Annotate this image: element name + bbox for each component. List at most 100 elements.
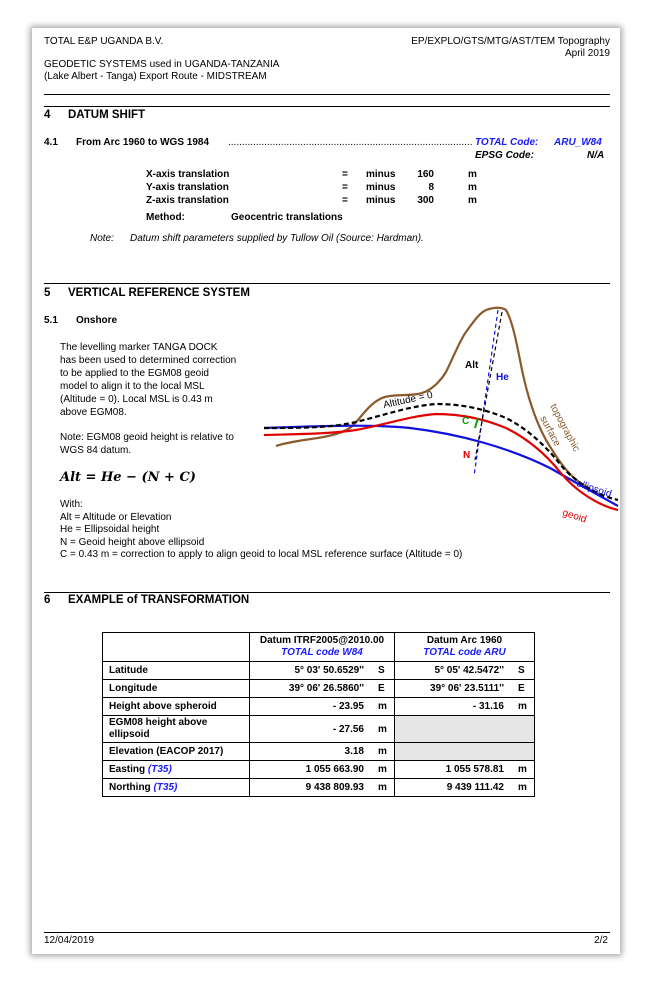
col1-cell: 3.18 m <box>249 742 395 761</box>
section4-title: DATUM SHIFT <box>68 109 146 121</box>
doc-title-line2: (Lake Albert - Tanga) Export Route - MID… <box>44 71 267 82</box>
col2-cell <box>394 742 535 761</box>
col2-unit: m <box>518 701 527 712</box>
section5-number: 5 <box>44 287 51 299</box>
footer-date: 12/04/2019 <box>44 935 95 946</box>
row-label-text: Longitude <box>109 683 158 694</box>
col1-title: Datum ITRF2005@2010.00 <box>259 635 385 646</box>
section5-title: VERTICAL REFERENCE SYSTEM <box>68 287 250 299</box>
col1-cell: 1 055 663.90 m <box>249 760 395 779</box>
section5-rule <box>44 283 610 284</box>
translation-eq: = <box>342 195 348 206</box>
section6-title: EXAMPLE of TRANSFORMATION <box>68 594 250 606</box>
col2-cell <box>394 715 535 743</box>
translation-unit: m <box>468 169 477 180</box>
translation-row-z: Z-axis translation = minus 300 m <box>146 194 500 207</box>
vertical-reference-diagram: Alt He Altitude = 0 C N topographic surf… <box>263 306 619 524</box>
alt-line <box>474 311 503 461</box>
table-row: Latitude 5° 03' 50.6529'' S 5° 05' 42.5472'… <box>102 661 535 680</box>
section4-rule <box>44 106 610 107</box>
col1-value: 39° 06' 26.5860'' <box>288 683 364 694</box>
col2-unit: m <box>518 782 527 793</box>
topographic-surface-line <box>275 306 605 498</box>
epsg-code-value: N/A <box>587 150 605 161</box>
definitions: With: Alt = Altitude or Elevation He = E… <box>60 499 462 562</box>
total-code-label: TOTAL Code: <box>475 137 539 148</box>
ellipsoid-label: ellipsoid <box>575 478 613 500</box>
row-label: EGM08 height above ellipsoid <box>102 715 250 743</box>
col1-value: 1 055 663.90 <box>305 764 364 775</box>
para-line: above EGM08. <box>60 407 127 418</box>
definition-line: Alt = Altitude or Elevation <box>60 511 172 523</box>
table-row: EGM08 height above ellipsoid - 27.56 m <box>102 715 535 743</box>
definition-line: C = 0.43 m = correction to apply to alig… <box>60 549 463 560</box>
row-label: Northing (T35) <box>102 778 250 797</box>
header-empty-cell <box>102 632 250 662</box>
col1-unit: m <box>378 723 387 735</box>
col1-unit: E <box>378 683 385 694</box>
section6-rule <box>44 592 610 593</box>
document-page: TOTAL E&P UGANDA B.V. EP/EXPLO/GTS/MTG/A… <box>32 28 620 954</box>
row-label: Easting (T35) <box>102 760 250 779</box>
translation-row-x: X-axis translation = minus 160 m <box>146 168 500 181</box>
altitude-formula: Alt = He − (N + C) <box>60 470 196 485</box>
col1-code: TOTAL code W84 <box>281 647 363 658</box>
row-label-code: (T35) <box>147 764 172 775</box>
row-label-text: Elevation (EACOP 2017) <box>109 746 224 757</box>
note-label: Note: <box>90 233 114 244</box>
row-label: Height above spheroid <box>102 697 250 716</box>
definition-line: With: <box>60 499 83 510</box>
col2-cell: 1 055 578.81 m <box>394 760 535 779</box>
col2-cell: 9 439 111.42 m <box>394 778 535 797</box>
para-line: The levelling marker TANGA DOCK <box>60 342 218 353</box>
col2-title: Datum Arc 1960 <box>426 635 503 646</box>
row-label-text: Latitude <box>109 665 148 676</box>
para-line: to be applied to the EGM08 geoid <box>60 368 209 379</box>
altitude-zero-line <box>263 402 619 502</box>
definition-line: N = Geoid height above ellipsoid <box>60 536 205 548</box>
section4-1-title: From Arc 1960 to WGS 1984 <box>76 137 210 148</box>
col1-unit: S <box>378 665 385 676</box>
section6-number: 6 <box>44 594 51 606</box>
definition-line: He = Ellipsoidal height <box>60 524 160 535</box>
section5-1-number: 5.1 <box>44 315 58 326</box>
translation-unit: m <box>468 182 477 193</box>
section4-1-number: 4.1 <box>44 137 58 148</box>
geoid-note: Note: EGM08 geoid height is relative to … <box>60 431 234 457</box>
row-label-text: EGM08 height above ellipsoid <box>109 717 208 740</box>
note-text: Datum shift parameters supplied by Tullo… <box>130 233 424 244</box>
he-line <box>473 309 499 477</box>
col1-unit: m <box>378 746 387 757</box>
col1-value: 9 438 809.93 <box>305 782 364 793</box>
col2-value: - 31.16 <box>472 701 504 712</box>
translation-value: 8 <box>428 182 434 193</box>
doc-date: April 2019 <box>564 48 610 59</box>
translation-unit: m <box>468 195 477 206</box>
table-row: Elevation (EACOP 2017) 3.18 m <box>102 742 535 761</box>
col2-cell: - 31.16 m <box>394 697 535 716</box>
alt-label: Alt <box>465 360 479 371</box>
method-value: Geocentric translations <box>231 212 343 223</box>
col1-value: - 27.56 <box>332 723 364 735</box>
col1-header: Datum ITRF2005@2010.00 TOTAL code W84 <box>249 632 395 662</box>
col2-value: 5° 05' 42.5472'' <box>434 665 504 676</box>
row-label: Elevation (EACOP 2017) <box>102 742 250 761</box>
note-line: Note: EGM08 geoid height is relative to <box>60 432 234 443</box>
col2-cell: 5° 05' 42.5472'' S <box>394 661 535 680</box>
table-row: Easting (T35) 1 055 663.90 m 1 055 578.81 m <box>102 760 535 779</box>
para-line: has been used to determined correction <box>60 355 237 366</box>
translation-sign: minus <box>366 195 396 206</box>
translation-label: X-axis translation <box>146 169 230 180</box>
translation-label: Z-axis translation <box>146 195 229 206</box>
row-label-code: (T35) <box>153 782 178 793</box>
table-header-row: Datum ITRF2005@2010.00 TOTAL code W84 Da… <box>102 632 535 662</box>
c-line <box>474 417 479 429</box>
col1-cell: 5° 03' 50.6529'' S <box>249 661 395 680</box>
col2-cell: 39° 06' 23.5111'' E <box>394 679 535 698</box>
col1-cell: 39° 06' 26.5860'' E <box>249 679 395 698</box>
table-row: Northing (T35) 9 438 809.93 m 9 439 111.42 m <box>102 778 535 797</box>
translation-eq: = <box>342 169 348 180</box>
col2-unit: S <box>518 665 525 676</box>
header-rule <box>44 94 610 95</box>
col2-header: Datum Arc 1960 TOTAL code ARU <box>394 632 535 662</box>
